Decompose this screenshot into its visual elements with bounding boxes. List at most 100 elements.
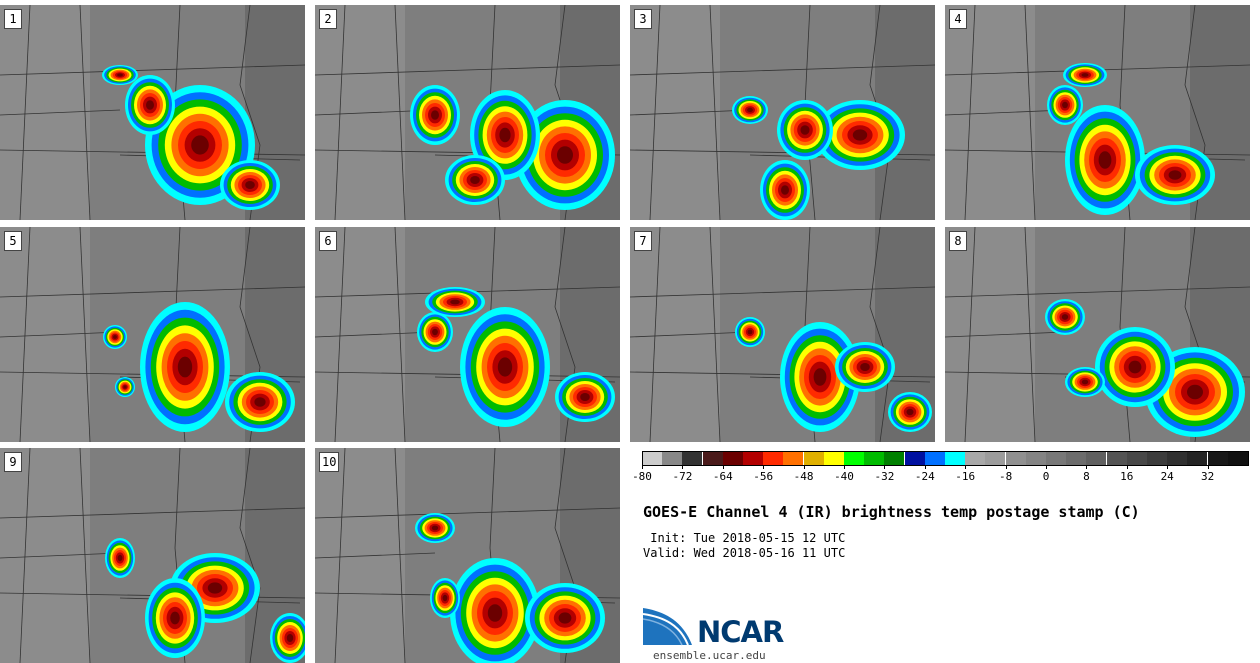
colorbar-cell [864, 451, 885, 465]
panel-number-label: 6 [319, 231, 337, 251]
colorbar-cell [1106, 451, 1127, 465]
cloud-top-contour [207, 582, 223, 594]
cloud-top-contour [117, 73, 123, 77]
colorbar-tick [965, 465, 967, 469]
postage-stamp-panel: 2 [315, 5, 620, 220]
cloud-top-contour [487, 604, 503, 622]
colorbar-cell [1086, 451, 1107, 465]
colorbar-cell [1147, 451, 1167, 465]
colorbar-tick-label: -8 [998, 470, 1013, 483]
postage-stamp-panel: 4 [945, 5, 1250, 220]
colorbar-tick [1167, 465, 1169, 469]
temperature-colorbar [642, 451, 1248, 465]
state-border [630, 109, 751, 116]
site-url[interactable]: ensemble.ucar.edu [653, 649, 766, 662]
colorbar-tick [924, 465, 926, 469]
colorbar-tick [1046, 465, 1047, 469]
cloud-top-contour [860, 363, 870, 371]
colorbar-tick-label: -80 [632, 470, 652, 483]
state-border [709, 227, 721, 442]
state-border [1024, 5, 1036, 220]
colorbar-tick-label: -72 [672, 470, 693, 483]
figure-title: GOES-E Channel 4 (IR) brightness temp po… [643, 503, 1140, 521]
colorbar-tick [642, 465, 643, 469]
state-border [945, 331, 1066, 338]
state-border [315, 552, 436, 559]
state-border [630, 64, 935, 76]
postage-stamp-panel: 5 [0, 227, 305, 442]
map-terrain [0, 5, 90, 220]
cloud-top-contour [1081, 379, 1089, 385]
colorbar-cell [743, 451, 763, 465]
colorbar-tick-label: 0 [1042, 470, 1050, 483]
cloud-top-contour [1187, 384, 1203, 400]
cloud-top-contour [781, 185, 789, 195]
colorbar-cell [1005, 451, 1026, 465]
cloud-top-contour [191, 135, 209, 155]
state-border [0, 331, 121, 338]
state-border [239, 448, 261, 663]
ncar-logo-icon [642, 608, 692, 646]
cloud-top-contour [117, 554, 123, 562]
colorbar-cell [662, 451, 683, 465]
ir-satellite-map [315, 227, 620, 442]
state-border [649, 227, 661, 442]
panel-number-label: 3 [634, 9, 652, 29]
colorbar-tick-label: 32 [1200, 470, 1215, 483]
state-border [79, 5, 91, 220]
ir-satellite-map [315, 448, 620, 663]
cloud-top-contour [906, 408, 914, 416]
colorbar-tick-label: -64 [712, 470, 733, 483]
panel-number-label: 8 [949, 231, 967, 251]
state-border [334, 448, 346, 663]
colorbar-cell [823, 451, 844, 465]
cloud-top-contour [1061, 314, 1069, 320]
colorbar-cell [702, 451, 723, 465]
state-border [394, 227, 406, 442]
state-border [19, 227, 31, 442]
colorbar-cell [763, 451, 784, 465]
colorbar-cell [722, 451, 743, 465]
state-border [1024, 227, 1036, 442]
cloud-top-contour [170, 611, 180, 625]
colorbar-tick [803, 465, 805, 469]
cloud-top-contour [747, 107, 753, 113]
colorbar-cell [904, 451, 925, 465]
cloud-top-contour [470, 176, 480, 184]
cloud-top-contour [813, 368, 827, 386]
colorbar-cell [642, 451, 662, 465]
colorbar-tick [682, 465, 684, 469]
postage-stamp-panel: 9 [0, 448, 305, 663]
cloud-top-contour [800, 125, 810, 135]
colorbar-tick-label: 8 [1083, 470, 1090, 483]
colorbar-tick-label: -32 [874, 470, 895, 483]
ir-satellite-map [0, 5, 305, 220]
map-terrain [0, 448, 90, 663]
cloud-top-contour [1098, 151, 1112, 169]
cloud-top-contour [254, 397, 266, 407]
postage-stamp-panel: 7 [630, 227, 935, 442]
state-border [315, 64, 620, 76]
valid-time: Valid: Wed 2018-05-16 11 UTC [643, 546, 846, 560]
state-border [869, 227, 891, 442]
colorbar-cell [884, 451, 905, 465]
colorbar-cell [985, 451, 1006, 465]
state-border [964, 5, 976, 220]
postage-stamp-panel: 3 [630, 5, 935, 220]
cloud-top-contour [146, 100, 154, 110]
cloud-top-contour [1128, 360, 1142, 374]
colorbar-tick-label: 16 [1120, 470, 1134, 483]
colorbar-cell [1187, 451, 1208, 465]
cloud-top-contour [1168, 170, 1182, 180]
colorbar-cell [1046, 451, 1066, 465]
cloud-top-contour [499, 127, 511, 143]
colorbar-cell [783, 451, 804, 465]
postage-stamp-panel: 10 [315, 448, 620, 663]
state-border [0, 286, 305, 298]
state-border [649, 5, 661, 220]
colorbar-tick [1126, 465, 1128, 469]
colorbar-tick-label: -56 [753, 470, 774, 483]
ncar-wordmark: NCAR [697, 615, 784, 649]
panel-number-label: 7 [634, 231, 652, 251]
cloud-top-contour [432, 328, 438, 336]
